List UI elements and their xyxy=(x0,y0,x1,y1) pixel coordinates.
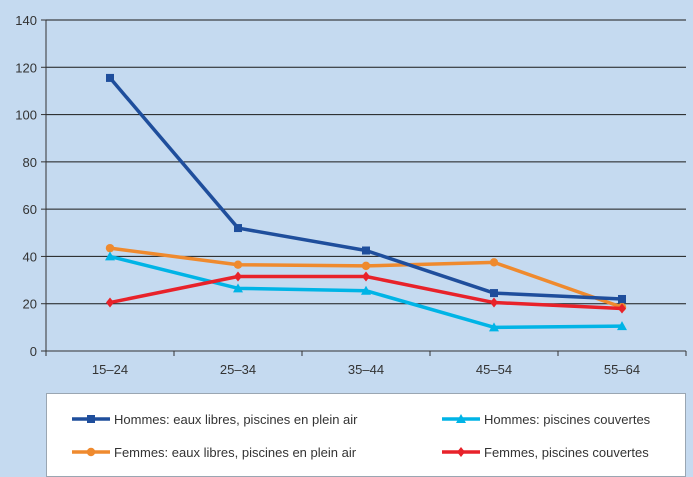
series-3-point-2 xyxy=(362,271,370,282)
legend: Hommes: eaux libres, piscines en plein a… xyxy=(46,393,686,477)
x-tick-label-3: 45–54 xyxy=(476,362,512,377)
legend-swatch-marker-0 xyxy=(87,415,95,423)
series-1-point-3 xyxy=(489,322,499,332)
x-tick-label-1: 25–34 xyxy=(220,362,256,377)
series-1-point-0 xyxy=(105,251,115,261)
series-2-point-2 xyxy=(361,261,371,271)
legend-swatch-3 xyxy=(442,447,480,457)
series-3-point-1 xyxy=(234,271,242,282)
y-tick-label-5: 100 xyxy=(15,108,37,123)
legend-swatch-2 xyxy=(72,447,110,457)
y-tick-label-3: 60 xyxy=(23,202,37,217)
y-tick-label-2: 40 xyxy=(23,249,37,264)
series-3 xyxy=(106,271,626,314)
legend-label-3: Femmes, piscines couvertes xyxy=(484,444,649,460)
line-chart: 0 20 40 60 80 100 120 140 15–24 25–34 35–44 45–54 55… xyxy=(15,13,687,377)
series-2-point-1 xyxy=(233,260,243,269)
series-lines xyxy=(105,73,627,332)
y-tick-label-1: 20 xyxy=(23,297,37,312)
legend-item-2: Femmes: eaux libres, piscines en plein a… xyxy=(71,442,356,462)
series-2-point-3 xyxy=(489,258,499,267)
legend-swatch-marker-3 xyxy=(457,447,465,457)
series-1-point-4 xyxy=(617,321,627,331)
legend-label-2: Femmes: eaux libres, piscines en plein a… xyxy=(114,444,357,460)
series-0-point-0 xyxy=(106,73,114,82)
plot-area xyxy=(46,20,686,351)
y-tick-label-4: 80 xyxy=(23,155,37,170)
series-3-point-4 xyxy=(618,303,626,314)
legend-label-0: Hommes: eaux libres, piscines en plein a… xyxy=(114,411,358,427)
axes: 0 20 40 60 80 100 120 140 15–24 25–34 35–44 45–54 55… xyxy=(15,13,687,377)
series-3-point-3 xyxy=(490,297,498,308)
series-1 xyxy=(105,251,627,332)
x-tick-label-0: 15–24 xyxy=(92,362,128,377)
legend-swatch-marker-1 xyxy=(456,414,466,423)
x-tick-label-2: 35–44 xyxy=(348,362,384,377)
series-1-point-2 xyxy=(361,285,371,295)
gridlines xyxy=(46,19,686,305)
legend-item-0: Hommes: eaux libres, piscines en plein a… xyxy=(71,409,358,429)
series-0-point-2 xyxy=(362,246,370,255)
series-0 xyxy=(106,73,626,303)
x-tick-label-4: 55–64 xyxy=(604,362,640,377)
legend-item-1: Hommes: piscines couvertes xyxy=(441,409,650,429)
series-0-point-1 xyxy=(234,224,242,233)
series-1-point-1 xyxy=(233,283,243,293)
y-tick-label-7: 140 xyxy=(15,13,37,28)
legend-swatch-0 xyxy=(72,415,110,423)
legend-swatch-1 xyxy=(442,414,480,423)
series-0-point-3 xyxy=(490,289,498,298)
y-tick-label-0: 0 xyxy=(30,344,37,359)
legend-label-1: Hommes: piscines couvertes xyxy=(484,411,651,427)
series-2 xyxy=(105,243,627,312)
series-2-point-0 xyxy=(105,243,115,253)
y-tick-label-6: 120 xyxy=(15,60,37,75)
legend-item-3: Femmes, piscines couvertes xyxy=(441,442,649,462)
legend-swatch-marker-2 xyxy=(86,447,96,457)
series-0-point-4 xyxy=(618,294,626,303)
series-3-point-0 xyxy=(106,297,114,308)
